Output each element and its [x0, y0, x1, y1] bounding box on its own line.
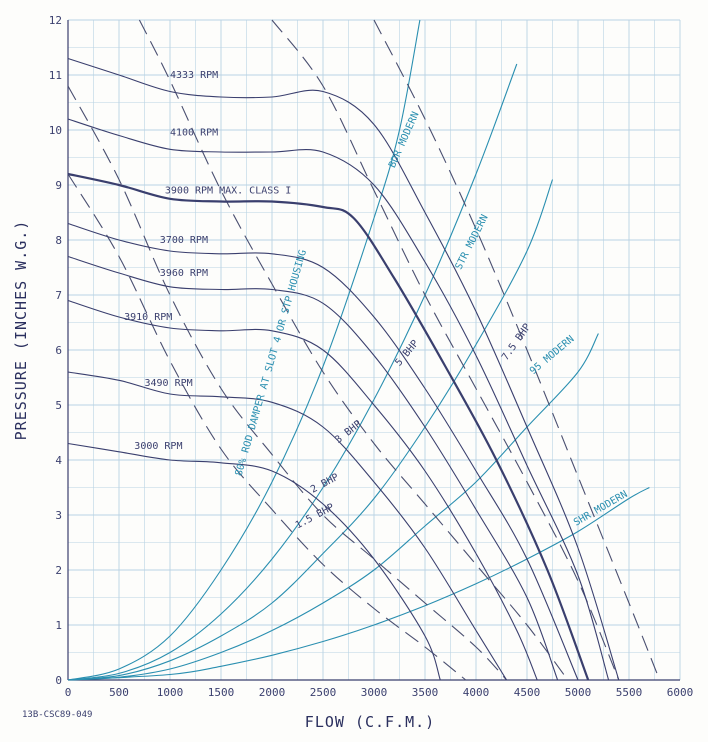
system-curve-label: BDR MODERN [387, 110, 422, 169]
series-rpm-3000-rpm [67, 442, 441, 681]
x-tick-label: 1500 [208, 686, 235, 699]
x-tick-label: 4500 [514, 686, 541, 699]
rpm-label: 3910 RPM [124, 312, 172, 323]
axis-ticks: 0 500 1000 1500 2000 2500 3000 3500 4000 4500 5000… [49, 14, 694, 699]
rpm-label: 3490 RPM [145, 378, 193, 389]
bhp-label: 7.5 BHP [500, 322, 533, 363]
chart-grid [67, 19, 681, 681]
x-tick-label: 5000 [565, 686, 592, 699]
x-tick-label: 3500 [412, 686, 439, 699]
y-tick-label: 2 [55, 564, 62, 577]
rpm-curves [67, 57, 620, 681]
x-tick-label: 2000 [259, 686, 286, 699]
bhp-curves [67, 19, 661, 681]
series-bhp-1-5-bhp [67, 173, 467, 681]
series-rpm-4100-rpm [67, 118, 610, 681]
series-system-shr-modern [67, 487, 650, 681]
x-tick-label: 0 [65, 686, 72, 699]
series-system-bdr-modern [67, 63, 518, 681]
rpm-label: 3000 RPM [134, 441, 182, 452]
y-tick-label: 12 [49, 14, 62, 27]
series-rpm-3490-rpm [67, 371, 508, 681]
x-tick-label: 500 [109, 686, 129, 699]
series-system-str-modern [67, 179, 554, 681]
x-tick-label: 6000 [667, 686, 694, 699]
y-tick-label: 7 [55, 289, 62, 302]
x-tick-label: 3000 [361, 686, 388, 699]
y-tick-label: 1 [55, 619, 62, 632]
series-system-80-rod-damper-at-slot-4-or-stp-housing [67, 19, 421, 681]
x-tick-label: 5500 [616, 686, 643, 699]
rpm-label: 3900 RPM MAX. CLASS I [165, 185, 291, 196]
x-tick-label: 4000 [463, 686, 490, 699]
y-tick-label: 0 [55, 674, 62, 687]
rpm-label: 4100 RPM [170, 128, 218, 139]
system-curve-label: SHR MODERN [572, 489, 630, 529]
drawing-number: 13B-CSC89-049 [22, 710, 92, 720]
y-tick-label: 11 [49, 69, 62, 82]
x-tick-label: 1000 [157, 686, 184, 699]
series-bhp-3-bhp [138, 19, 569, 681]
system-curves [67, 19, 650, 681]
rpm-label: 4333 RPM [170, 70, 218, 81]
y-axis-title: PRESSURE (INCHES W.G.) [12, 220, 30, 441]
rpm-label: 3700 RPM [160, 235, 208, 246]
y-tick-label: 6 [55, 344, 62, 357]
x-axis-title: FLOW (C.F.M.) [305, 713, 435, 731]
series-rpm-4333-rpm [67, 57, 620, 681]
series-bhp-7-5-bhp [373, 19, 661, 681]
series-rpm-3700-rpm [67, 222, 579, 681]
series-system-95-modern [67, 333, 599, 681]
x-tick-label: 2500 [310, 686, 337, 699]
y-tick-label: 10 [49, 124, 62, 137]
rpm-label: 3960 RPM [160, 268, 208, 279]
y-tick-label: 8 [55, 234, 62, 247]
y-tick-label: 9 [55, 179, 62, 192]
series-bhp-2-bhp [67, 85, 508, 681]
bhp-label: 2 BHP [309, 472, 341, 496]
y-tick-label: 5 [55, 399, 62, 412]
series-rpm-3960-rpm [67, 255, 559, 681]
y-tick-label: 4 [55, 454, 62, 467]
series-rpm-3910-rpm [67, 299, 538, 681]
system-curve-label: STR MODERN [454, 213, 491, 272]
curve-labels: 4333 RPM 4100 RPM 3900 RPM MAX. CLASS I 370… [124, 70, 630, 532]
series-bhp-5-bhp [271, 19, 620, 681]
series-rpm-3900-rpm-max-class-i [67, 172, 590, 681]
y-tick-label: 3 [55, 509, 62, 522]
